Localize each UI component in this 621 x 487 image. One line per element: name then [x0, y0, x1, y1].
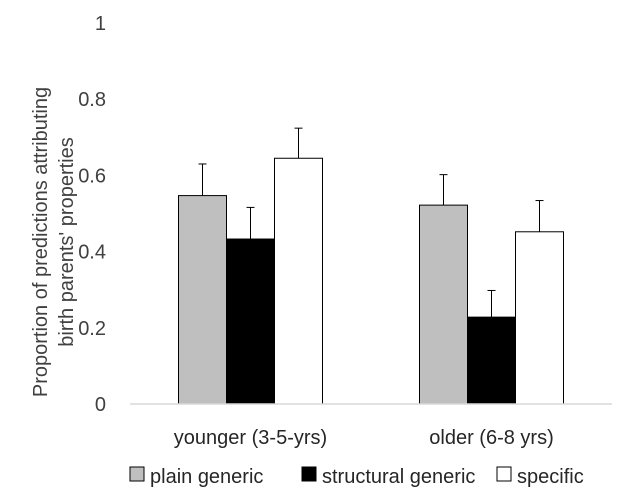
legend-swatch: [496, 466, 512, 482]
x-axis-categories: younger (3-5-yrs) older (6-8 yrs): [174, 427, 554, 449]
x-category-label: older (6-8 yrs): [429, 427, 553, 449]
legend-label: specific: [517, 466, 584, 487]
bar-structural-generic-1: [467, 316, 516, 405]
y-axis-label-line-2: birth parents' properties: [56, 137, 78, 346]
y-axis-label: Proportion of predictions attributing bi…: [30, 87, 78, 397]
bars: [178, 127, 564, 405]
bar-plain-generic-1: [419, 204, 468, 405]
legend-label: plain generic: [150, 466, 263, 487]
y-tick-label: 0.6: [78, 165, 106, 187]
legend: plain generic structural generic specific: [129, 466, 584, 487]
bar-structural-generic-0: [226, 238, 275, 405]
y-tick-label: 0.4: [78, 242, 106, 264]
y-tick-label: 0.2: [78, 318, 106, 340]
y-tick-label: 0: [95, 394, 106, 416]
y-tick-label: 0.8: [78, 89, 106, 111]
y-axis-ticks: 0 0.2 0.4 0.6 0.8 1: [78, 13, 106, 416]
legend-swatch: [301, 466, 317, 482]
legend-label: structural generic: [322, 466, 475, 487]
bar-specific-1: [515, 231, 564, 405]
y-axis-label-line-1: Proportion of predictions attributing: [30, 87, 52, 397]
bar-plain-generic-0: [178, 195, 227, 405]
x-category-label: younger (3-5-yrs): [174, 427, 327, 449]
bar-specific-0: [274, 157, 323, 405]
legend-swatch: [129, 466, 145, 482]
y-tick-label: 1: [95, 13, 106, 35]
